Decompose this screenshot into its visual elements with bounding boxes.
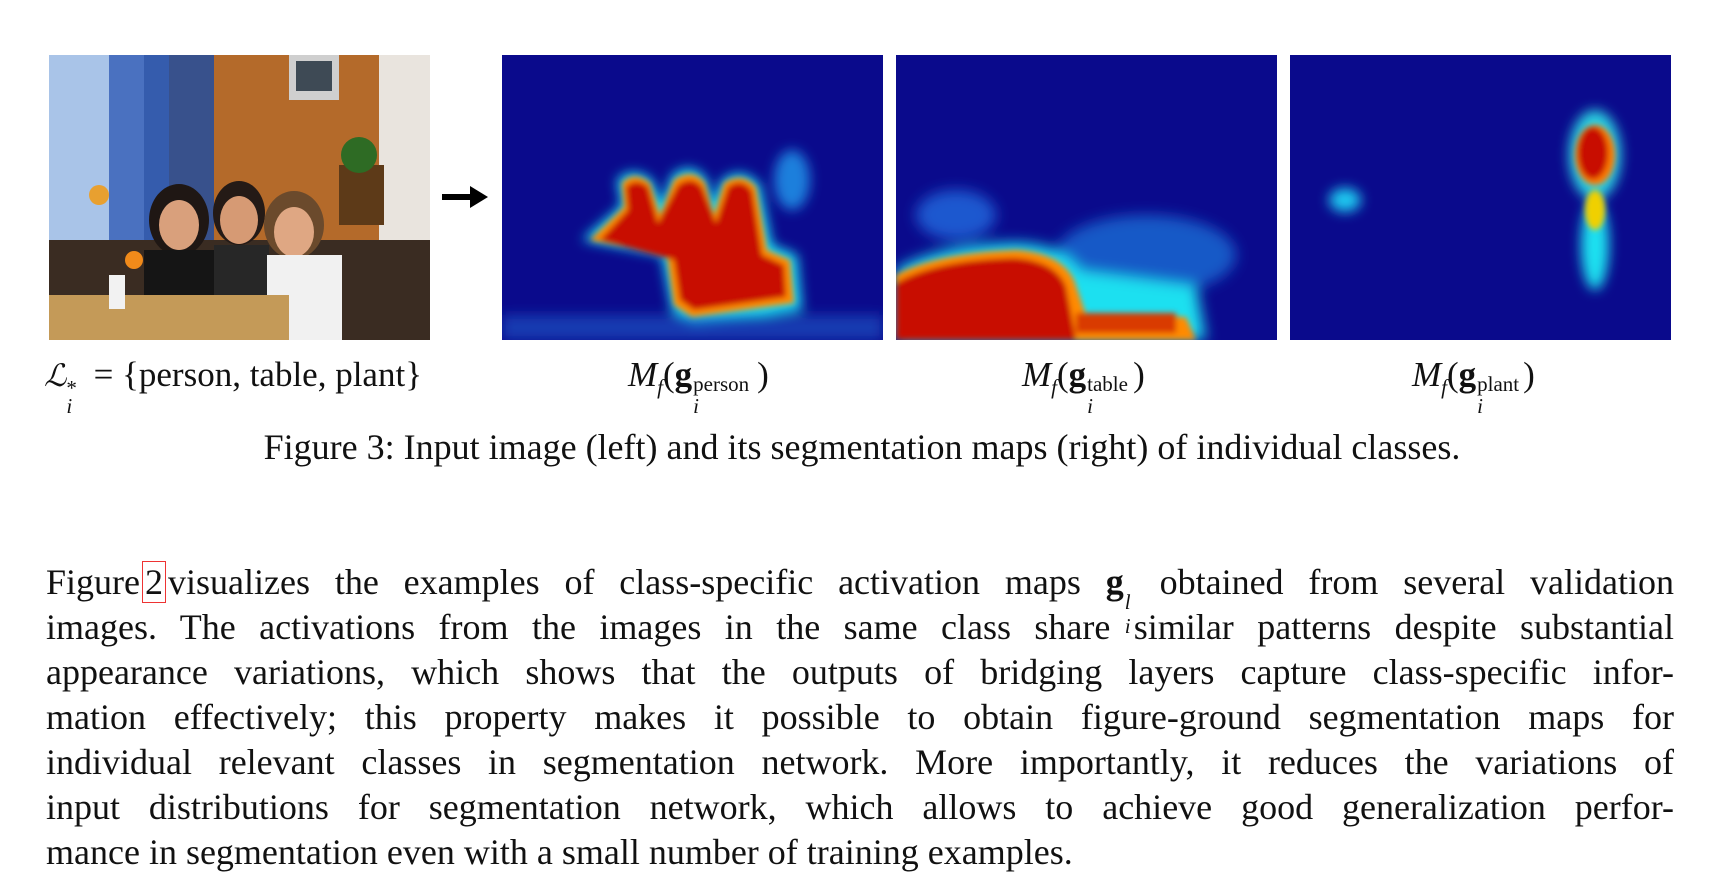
math-vec: g (1105, 562, 1124, 602)
segmentation-map-plant (1290, 55, 1671, 340)
class-sup: plant (1477, 372, 1520, 396)
vec-name: g (1458, 355, 1477, 394)
map-label-person: Mf(g person i) (628, 355, 769, 418)
func-name: M (628, 355, 658, 394)
label-sup: * (66, 376, 77, 400)
vec-sub: i (1087, 394, 1093, 418)
line-text: visualizes the examples of class-specifi… (168, 562, 1081, 602)
vec-sub: i (693, 394, 699, 418)
figure-ref-link[interactable]: 2 (142, 561, 166, 603)
input-label: ℒ * i = {person, table, plant} (44, 355, 422, 418)
math-sup: l (1124, 590, 1131, 614)
class-sup: table (1087, 372, 1128, 396)
label-symbol: ℒ (44, 358, 67, 394)
paragraph-line: mance in segmentation even with a small … (46, 832, 1073, 872)
segmentation-map-person (502, 55, 883, 340)
math-sub: i (1124, 614, 1131, 638)
map-label-table: Mf(g table i) (1022, 355, 1145, 418)
vec-name: g (674, 355, 693, 394)
figure-caption: Figure 3: Input image (left) and its seg… (263, 427, 1461, 467)
paragraph-line: Figure 2 visualizes the examples of class-… (46, 560, 1675, 638)
paragraph-line: images. The activations from the images … (46, 607, 1674, 647)
segmentation-map-table (896, 55, 1277, 340)
paragraph-line: individual relevant classes in segmentat… (46, 742, 1674, 782)
vec-name: g (1068, 355, 1087, 394)
body-paragraph: Figure 2 visualizes the examples of class-… (46, 560, 1674, 875)
func-sub: f (657, 375, 663, 399)
input-photo (49, 55, 430, 340)
paragraph-line: input distributions for segmentation net… (46, 787, 1674, 827)
func-sub: f (1441, 375, 1447, 399)
class-sup: person (693, 372, 750, 396)
paragraph-line: mation effectively; this property makes … (46, 697, 1674, 737)
func-name: M (1412, 355, 1442, 394)
vec-sub: i (1477, 394, 1483, 418)
label-sub: i (66, 394, 73, 418)
func-sub: f (1051, 375, 1057, 399)
line-text: obtained from several validation (1159, 562, 1675, 602)
label-equals: = (93, 355, 114, 394)
line-text: Figure (46, 562, 140, 602)
label-set: {person, table, plant} (122, 355, 422, 394)
paragraph-line: appearance variations, which shows that … (46, 652, 1674, 692)
func-name: M (1022, 355, 1052, 394)
arrow-icon (442, 186, 488, 208)
map-label-plant: Mf(g plant i) (1412, 355, 1535, 418)
